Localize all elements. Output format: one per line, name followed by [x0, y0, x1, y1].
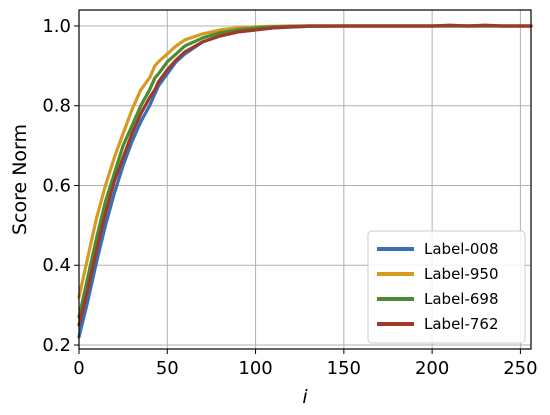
x-tick-label: 50	[156, 358, 179, 379]
series-line-label-762	[77, 23, 533, 327]
y-tick-label: 0.6	[42, 175, 71, 196]
y-tick-label: 0.8	[42, 96, 71, 117]
x-tick-label: 0	[73, 358, 84, 379]
y-tick-label: 1.0	[42, 16, 71, 37]
legend-label: Label-008	[424, 240, 499, 258]
legend-label: Label-762	[424, 315, 499, 333]
legend: Label-008 Label-950 Label-698 Label-762	[367, 230, 526, 344]
legend-label: Label-698	[424, 290, 499, 308]
y-tick-label: 0.4	[42, 255, 71, 276]
x-tick-label: 250	[503, 358, 537, 379]
x-tick-label: 200	[415, 358, 449, 379]
y-tick-label: 0.2	[42, 335, 71, 356]
plot-frame	[78, 9, 532, 350]
y-axis-label: Score Norm	[9, 124, 31, 235]
legend-label: Label-950	[424, 265, 499, 283]
axis-ticks: 0 50 100 150 200 250 0.2 0.4 0.6 0.8 1.0	[42, 16, 537, 379]
grid	[78, 10, 531, 349]
x-axis-label: i	[302, 386, 308, 408]
x-tick-label: 150	[327, 358, 361, 379]
x-tick-label: 100	[238, 358, 272, 379]
legend-box	[367, 230, 526, 344]
series-lines	[77, 23, 533, 339]
